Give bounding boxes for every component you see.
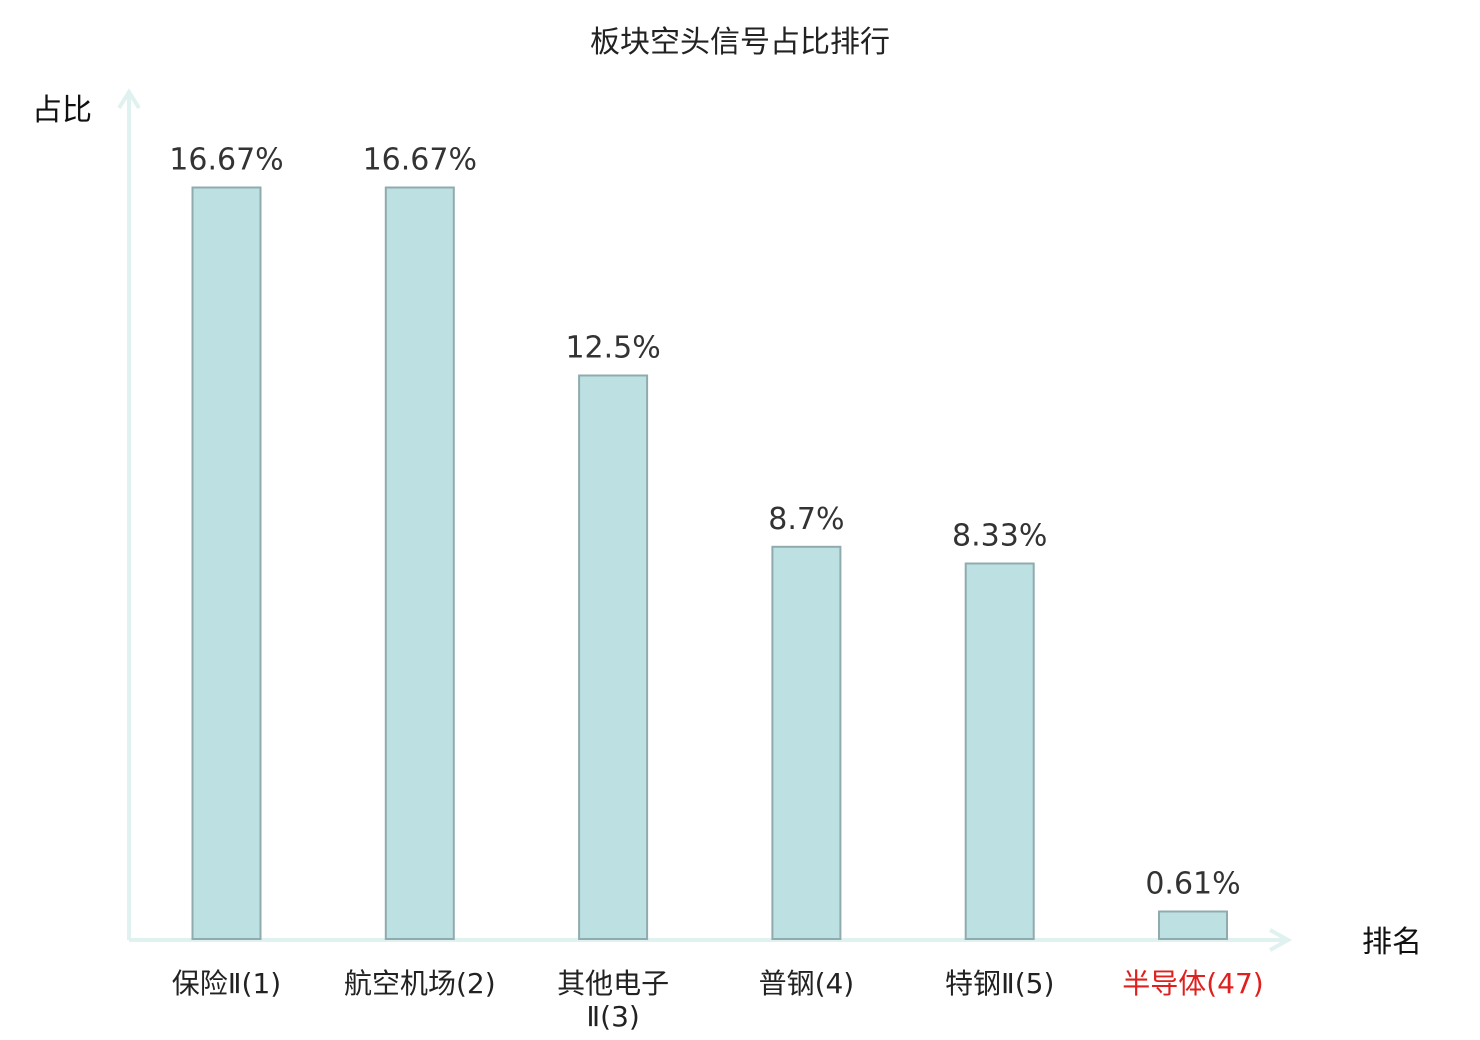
y-axis-title: 占比 [32,93,92,128]
x-tick-label: 其他电子 [557,967,669,1000]
chart-title: 板块空头信号占比排行 [590,25,890,60]
data-label: 16.67% [169,143,283,178]
y-axis [117,88,141,940]
bar [191,186,262,940]
x-tick-label: 特钢Ⅱ(5) [945,967,1054,1000]
bar [771,545,842,940]
x-tick-label: 半导体(47) [1122,967,1263,1000]
data-label: 0.61% [1145,867,1240,902]
bar [384,186,455,940]
bar [578,374,649,940]
x-tick-label: 航空机场(2) [344,967,496,1000]
bar [964,562,1035,940]
x-tick-label: 普钢(4) [759,967,855,1000]
x-tick-label: Ⅱ(3) [586,1000,639,1033]
data-label: 16.67% [363,143,477,178]
data-label: 12.5% [565,331,660,366]
x-axis [129,928,1293,952]
data-label: 8.33% [952,519,1047,554]
bar [1158,910,1228,940]
x-tick-label: 保险Ⅱ(1) [172,967,281,1000]
x-axis-title: 排名 [1362,925,1422,960]
data-label: 8.7% [768,502,844,537]
